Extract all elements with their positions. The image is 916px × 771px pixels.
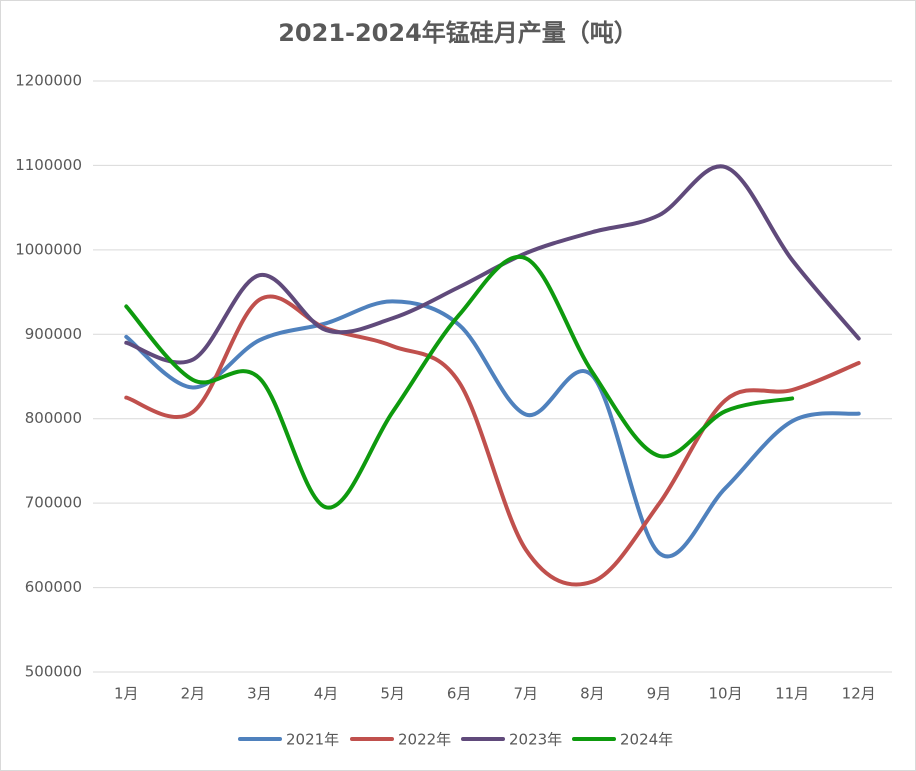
x-tick-label: 8月 [580,685,605,703]
y-tick-label: 1100000 [15,156,82,174]
chart-title: 2021-2024年锰硅月产量（吨） [278,19,638,47]
y-tick-label: 1200000 [15,72,82,90]
y-tick-label: 800000 [25,409,82,427]
y-tick-label: 600000 [25,578,82,596]
legend-label: 2023年 [509,731,562,749]
legend-label: 2024年 [620,731,673,749]
legend-label: 2022年 [398,731,451,749]
x-tick-label: 9月 [647,685,672,703]
x-tick-label: 7月 [514,685,539,703]
y-tick-label: 700000 [25,494,82,512]
x-tick-label: 10月 [708,685,742,703]
series-line [124,254,795,510]
y-tick-label: 1000000 [15,240,82,258]
x-tick-label: 11月 [775,685,809,703]
x-tick-label: 6月 [447,685,472,703]
x-tick-label: 5月 [380,685,405,703]
x-tick-label: 1月 [114,685,139,703]
y-tick-label: 900000 [25,325,82,343]
series-line [124,294,861,587]
x-tick-label: 4月 [314,685,339,703]
legend-label: 2021年 [286,731,339,749]
x-tick-label: 12月 [842,685,876,703]
x-tick-label: 2月 [181,685,206,703]
series-line [124,299,861,559]
y-tick-label: 500000 [25,663,82,681]
x-tick-label: 3月 [247,685,272,703]
